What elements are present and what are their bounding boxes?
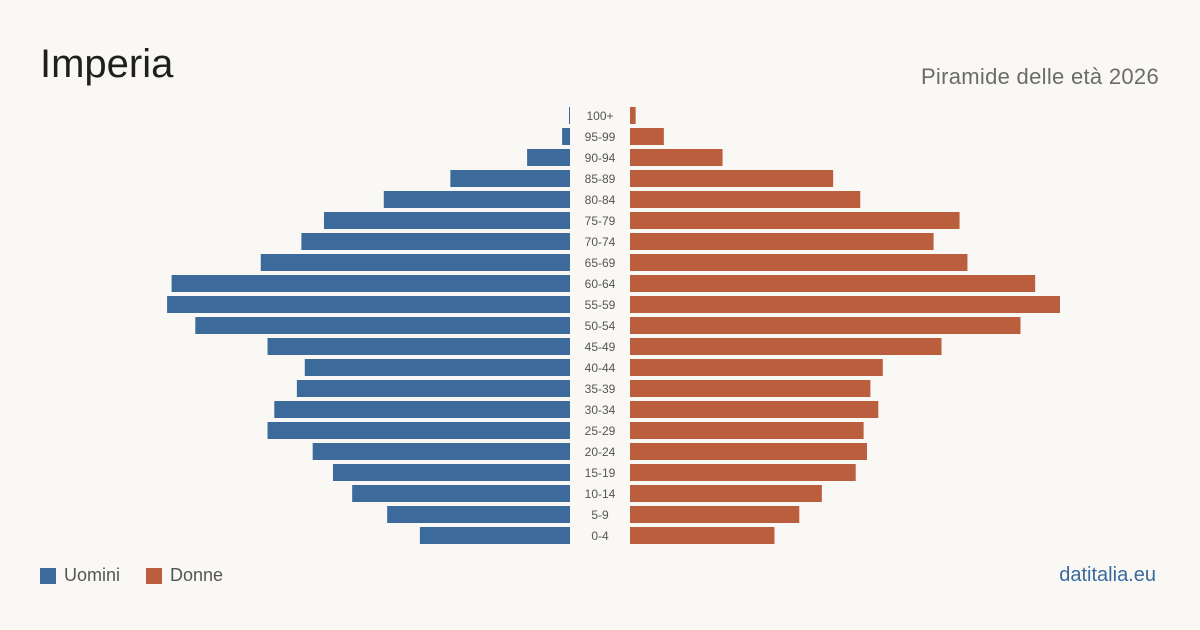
bar-men-0-4 [419, 527, 570, 544]
bar-women-45-49 [630, 338, 942, 355]
bar-women-50-54 [630, 317, 1021, 334]
bar-women-5-9 [630, 506, 800, 523]
bar-women-15-19 [630, 464, 856, 481]
legend: Uomini Donne [40, 565, 249, 586]
bar-men-55-59 [167, 296, 570, 313]
age-label-90-94: 90-94 [585, 151, 616, 165]
bar-men-15-19 [332, 464, 570, 481]
bar-men-35-39 [296, 380, 570, 397]
legend-item-women: Donne [146, 565, 223, 586]
bar-women-30-34 [630, 401, 879, 418]
bar-women-90-94 [630, 149, 723, 166]
age-label-65-69: 65-69 [585, 256, 616, 270]
age-label-80-84: 80-84 [585, 193, 616, 207]
bar-men-40-44 [304, 359, 570, 376]
bar-men-65-69 [260, 254, 570, 271]
legend-label-men: Uomini [64, 565, 121, 585]
bar-women-60-64 [630, 275, 1036, 292]
bar-women-70-74 [630, 233, 934, 250]
bar-women-80-84 [630, 191, 861, 208]
age-label-95-99: 95-99 [585, 130, 616, 144]
age-label-35-39: 35-39 [585, 382, 616, 396]
legend-swatch-women [146, 567, 163, 584]
age-label-0-4: 0-4 [591, 529, 609, 543]
bar-men-95-99 [562, 128, 570, 145]
bar-women-95-99 [630, 128, 664, 145]
bar-men-60-64 [171, 275, 570, 292]
bar-women-100plus [630, 107, 636, 124]
age-label-70-74: 70-74 [585, 235, 616, 249]
bar-men-45-49 [267, 338, 570, 355]
age-label-60-64: 60-64 [585, 277, 616, 291]
bar-men-50-54 [195, 317, 571, 334]
page-title: Imperia [40, 42, 174, 86]
age-label-25-29: 25-29 [585, 424, 616, 438]
age-label-85-89: 85-89 [585, 172, 616, 186]
bar-men-10-14 [352, 485, 570, 502]
age-labels: 100+ 95-99 90-94 85-89 80-84 75-79 70-74 65-69 6… [585, 109, 616, 543]
age-label-50-54: 50-54 [585, 319, 616, 333]
age-label-5-9: 5-9 [591, 508, 609, 522]
bar-women-85-89 [630, 170, 834, 187]
age-label-75-79: 75-79 [585, 214, 616, 228]
age-label-45-49: 45-49 [585, 340, 616, 354]
bar-men-80-84 [383, 191, 570, 208]
bar-women-0-4 [630, 527, 775, 544]
age-label-40-44: 40-44 [585, 361, 616, 375]
legend-swatch-men [40, 567, 56, 584]
bar-women-25-29 [630, 422, 864, 439]
chart-subtitle: Piramide delle età 2026 [920, 64, 1159, 89]
bar-men-85-89 [450, 170, 570, 187]
age-label-100plus: 100+ [586, 109, 613, 123]
age-label-10-14: 10-14 [585, 487, 616, 501]
men-bars [167, 107, 571, 544]
bar-men-75-79 [323, 212, 570, 229]
age-label-55-59: 55-59 [585, 298, 616, 312]
bar-women-65-69 [630, 254, 968, 271]
bar-women-35-39 [630, 380, 871, 397]
bar-men-25-29 [267, 422, 570, 439]
bar-men-90-94 [527, 149, 570, 166]
bar-women-75-79 [630, 212, 960, 229]
age-label-30-34: 30-34 [585, 403, 616, 417]
women-bars [630, 107, 1060, 544]
bar-men-20-24 [312, 443, 570, 460]
legend-label-women: Donne [170, 565, 224, 585]
legend-item-men: Uomini [40, 565, 120, 586]
bar-women-40-44 [630, 359, 883, 376]
bar-women-10-14 [630, 485, 822, 502]
brand-link[interactable]: datitalia.eu [1059, 564, 1156, 586]
age-label-15-19: 15-19 [585, 466, 616, 480]
bar-men-30-34 [274, 401, 570, 418]
bar-men-70-74 [301, 233, 570, 250]
bar-men-100plus [569, 107, 570, 124]
bar-women-20-24 [630, 443, 868, 460]
bar-women-55-59 [630, 296, 1060, 313]
bar-men-5-9 [387, 506, 570, 523]
age-label-20-24: 20-24 [585, 445, 616, 459]
